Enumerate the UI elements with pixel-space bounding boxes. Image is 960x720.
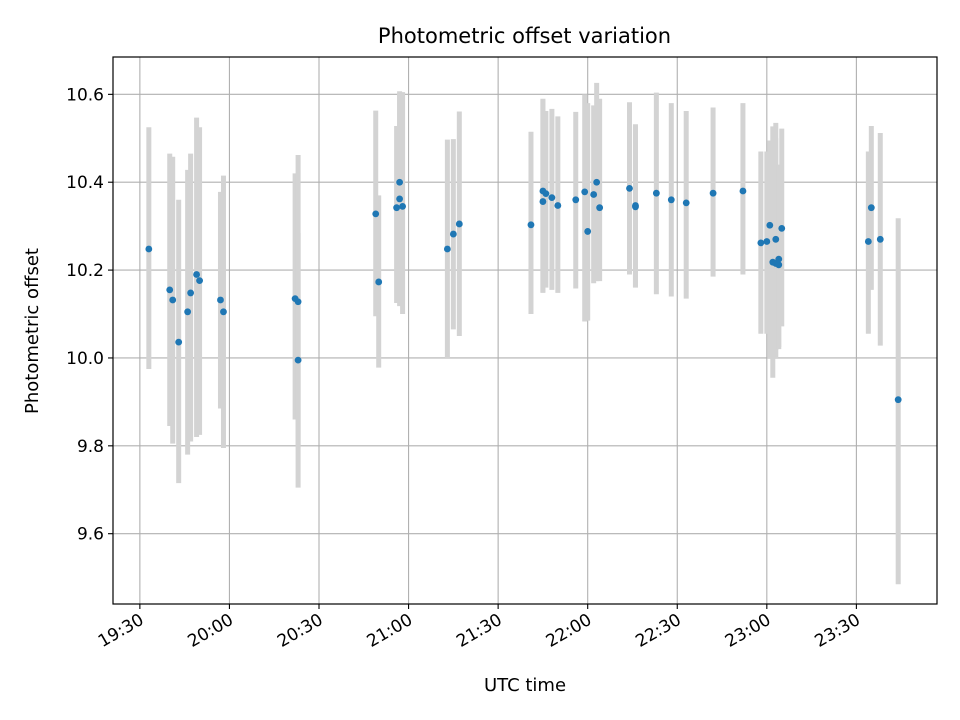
data-point (593, 178, 601, 186)
data-point (667, 196, 675, 204)
y-tick-label: 10.2 (66, 261, 104, 281)
data-point (590, 191, 598, 198)
y-tick-label: 10.4 (66, 173, 104, 193)
data-point (449, 230, 457, 238)
data-point (145, 245, 153, 253)
data-point (372, 210, 380, 218)
data-point (632, 203, 639, 211)
y-axis-ticks: 9.6 9.8 10.0 10.2 10.4 10.6 (66, 85, 113, 545)
data-point (375, 278, 383, 286)
plot-area-frame (112, 56, 938, 605)
data-point (542, 190, 550, 198)
data-point (294, 298, 302, 306)
data-point (775, 255, 783, 263)
y-tick-label: 10.6 (66, 85, 104, 105)
y-tick-label: 9.8 (77, 437, 104, 457)
data-point (393, 204, 401, 212)
data-point (455, 220, 463, 228)
data-point (709, 189, 717, 197)
data-point (193, 271, 200, 278)
data-point (294, 356, 302, 364)
data-point (443, 245, 451, 253)
data-point (166, 286, 174, 294)
data-point (548, 194, 556, 201)
data-point (184, 308, 192, 316)
data-point (169, 296, 177, 304)
data-point (187, 289, 195, 297)
data-point (217, 296, 224, 304)
data-point (175, 338, 183, 346)
data-point (766, 221, 774, 229)
data-point (757, 239, 765, 247)
data-point (396, 178, 404, 186)
data-point (396, 195, 404, 203)
data-point (596, 204, 604, 212)
data-point (572, 196, 580, 204)
data-point (196, 277, 203, 285)
data-point (778, 224, 786, 232)
y-tick-label: 10.0 (66, 349, 104, 369)
data-point (527, 221, 535, 229)
chart-title: Photometric offset variation (378, 24, 671, 48)
data-point (894, 396, 902, 404)
data-point (867, 204, 875, 212)
y-axis-title: Photometric offset (22, 248, 43, 414)
data-point (775, 261, 783, 269)
data-point (772, 235, 780, 243)
data-point (581, 188, 589, 196)
y-tick-label: 9.6 (77, 525, 104, 545)
data-point (584, 228, 592, 235)
data-point (652, 189, 660, 197)
data-point (220, 308, 227, 316)
data-point (399, 202, 406, 210)
data-point (864, 238, 872, 245)
data-point (626, 184, 633, 192)
data-points (145, 178, 902, 404)
data-point (763, 238, 771, 245)
data-point (739, 187, 747, 195)
x-axis-title: UTC time (484, 675, 566, 696)
data-point (682, 199, 690, 207)
data-point (539, 198, 547, 205)
data-point (876, 235, 884, 243)
data-point (554, 202, 562, 209)
